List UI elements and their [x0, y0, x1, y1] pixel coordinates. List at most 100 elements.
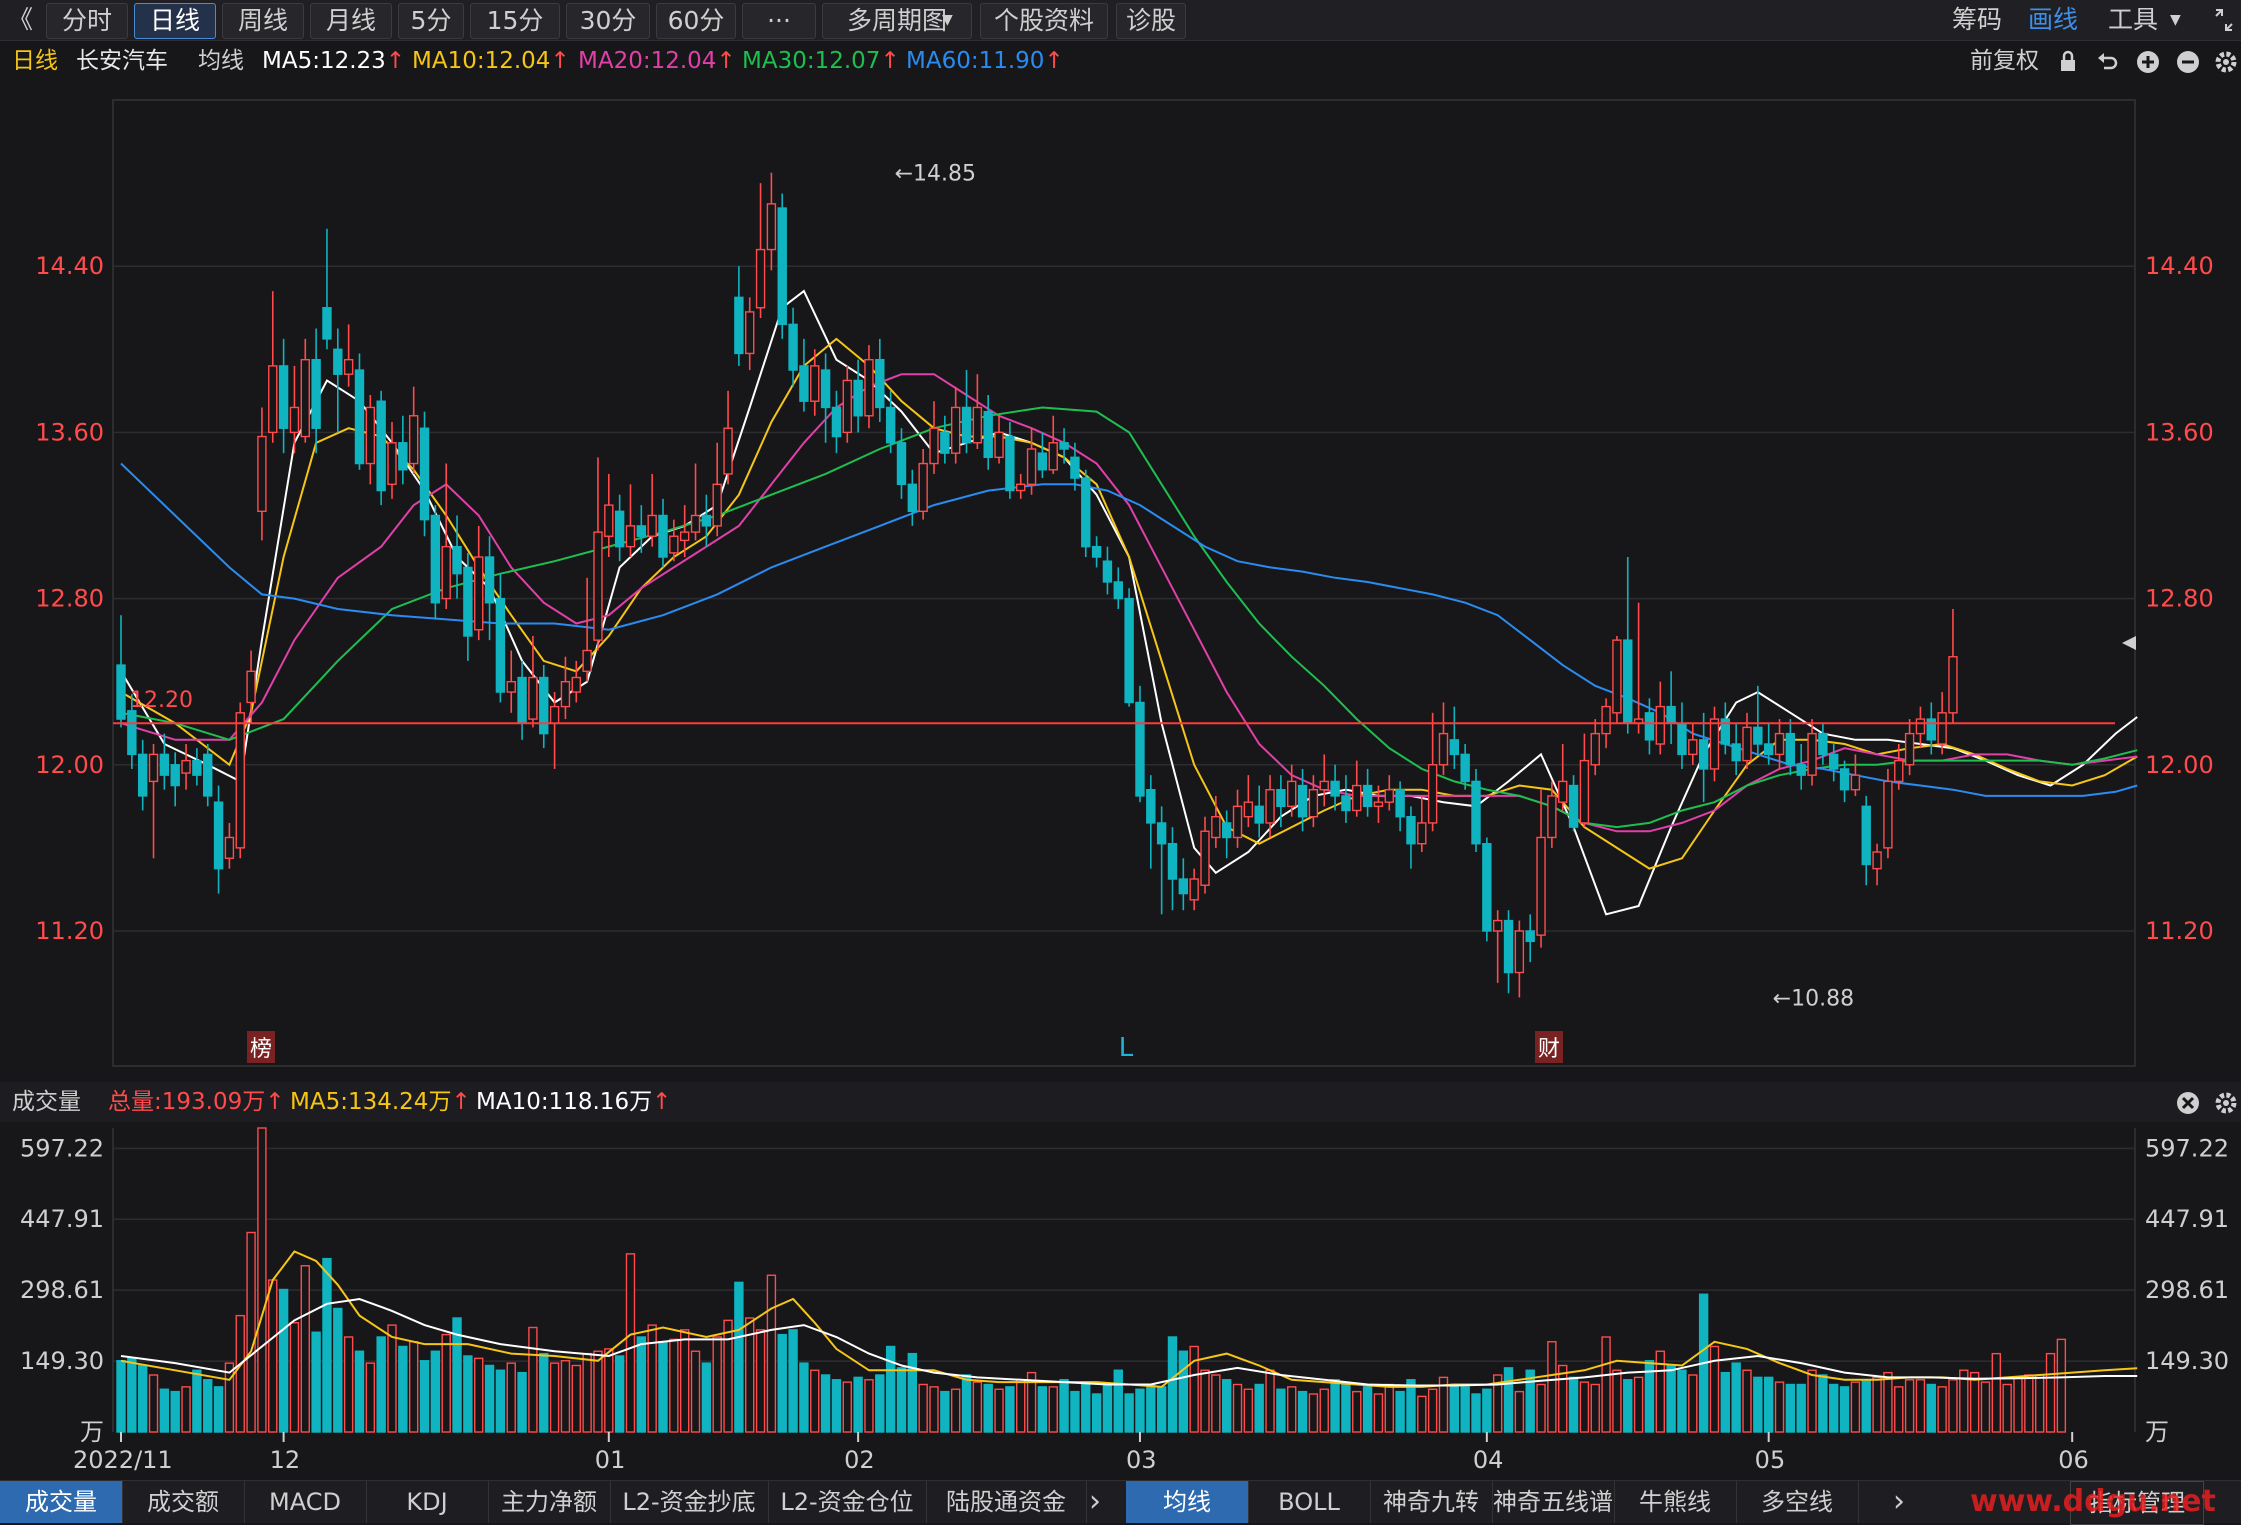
zoom-out-icon[interactable] [2176, 50, 2200, 74]
candle [148, 744, 159, 859]
candle [972, 374, 983, 450]
volume-bar [127, 1357, 137, 1433]
candle-body [1818, 732, 1828, 756]
indicator-tab-6[interactable]: L2-资金仓位 [768, 1481, 927, 1523]
toolbar-right-chip[interactable]: 筹码 [1952, 5, 2003, 34]
volume-bar [1969, 1371, 1980, 1433]
volume-bar [777, 1333, 787, 1433]
candle-body [224, 836, 235, 859]
volume-gear-icon[interactable] [2214, 1091, 2238, 1115]
candle-body [1362, 784, 1373, 808]
volume-bar [539, 1352, 549, 1433]
event-tag-cai-text: 财 [1538, 1037, 1560, 1062]
overlay-tab-1[interactable]: BOLL [1248, 1481, 1371, 1523]
toolbar-right-tools[interactable]: 工具 [2108, 5, 2159, 34]
collapse-icon[interactable] [2212, 6, 2236, 34]
tab-9[interactable]: 多周期图 [822, 3, 972, 39]
event-tag-l[interactable]: L [1119, 1033, 1134, 1063]
tab-7[interactable]: 60分 [656, 3, 736, 39]
volume-bar [820, 1374, 831, 1433]
adjust-mode[interactable]: 前复权 [1970, 48, 2039, 74]
close-icon[interactable] [2176, 1091, 2200, 1115]
volume-bar [1059, 1379, 1069, 1433]
candle [1655, 681, 1665, 755]
indicator-tabs: 成交量 成交额 MACD KDJ 主力净额 L2-资金抄底 L2-资金仓位 陆股通资金 › 均… [0, 1480, 2241, 1525]
candle-body [1026, 448, 1037, 486]
candle-body [235, 712, 245, 849]
lock-icon[interactable] [2058, 50, 2078, 74]
candle-body [1427, 764, 1438, 824]
volume-bar [1774, 1381, 1785, 1433]
event-tag-bang[interactable]: 榜 [247, 1031, 275, 1063]
candle-body [289, 406, 300, 434]
tab-6[interactable]: 30分 [566, 3, 650, 39]
candle [669, 519, 679, 562]
tab-5[interactable]: 15分 [470, 3, 560, 39]
candle [1948, 608, 1958, 724]
zoom-in-icon[interactable] [2136, 50, 2160, 74]
indicator-tab-2[interactable]: MACD [244, 1481, 367, 1523]
tab-0[interactable]: 分时 [46, 3, 128, 39]
volume-bar [1221, 1379, 1232, 1433]
candle-body [560, 680, 571, 708]
candle [224, 822, 235, 869]
event-tag-cai[interactable]: 财 [1535, 1031, 1563, 1063]
overlay-tab-5[interactable]: 多空线 [1736, 1481, 1859, 1523]
volume-chart[interactable]: 597.22 597.22 447.91 447.91 298.61 298.61 149.… [0, 1122, 2241, 1480]
more-right-icon[interactable]: › [1893, 1484, 1905, 1519]
back-icon[interactable]: 《 [8, 5, 34, 34]
toolbar-right-draw[interactable]: 画线 [2028, 5, 2079, 34]
volume-bar [1471, 1393, 1481, 1433]
overlay-tab-2[interactable]: 神奇九转 [1370, 1481, 1493, 1523]
candle-body [1644, 712, 1655, 741]
candle-body [213, 801, 224, 870]
overlay-tab-3[interactable]: 神奇五线谱 [1492, 1481, 1615, 1523]
chevron-down-icon[interactable]: ▼ [2170, 12, 2181, 28]
candle [289, 365, 300, 454]
tab-4[interactable]: 5分 [398, 3, 464, 39]
candle [408, 386, 419, 474]
volume-bar [484, 1364, 495, 1433]
candle-body [322, 307, 332, 340]
volume-bar [300, 1265, 310, 1433]
indicator-tab-5[interactable]: L2-资金抄底 [610, 1481, 769, 1523]
overlay-tab-0[interactable]: 均线 [1126, 1481, 1249, 1523]
candle [1633, 602, 1644, 734]
volume-bar [1048, 1386, 1058, 1433]
tab-3[interactable]: 月线 [310, 3, 392, 39]
volume-bar [701, 1362, 712, 1433]
tab-10[interactable]: 个股资料 [980, 3, 1108, 39]
candle-body [1558, 780, 1568, 803]
indicator-tab-4[interactable]: 主力净额 [488, 1481, 611, 1523]
candle-body [1460, 753, 1470, 783]
volume-bar [1438, 1376, 1449, 1433]
indicator-tab-1[interactable]: 成交额 [122, 1481, 245, 1523]
undo-icon[interactable] [2096, 50, 2120, 74]
candle-body [1525, 930, 1535, 943]
tab-2[interactable]: 周线 [222, 3, 304, 39]
candle-body [452, 545, 462, 575]
indicator-tab-7[interactable]: 陆股通资金 [926, 1481, 1087, 1523]
candle [1308, 775, 1319, 828]
tab-1[interactable]: 日线 [134, 3, 216, 39]
candle [506, 650, 516, 713]
ma5-value: MA5:12.23↑ [262, 48, 406, 74]
gear-icon[interactable] [2214, 50, 2238, 74]
candle-body [1948, 656, 1958, 714]
indicator-tab-0[interactable]: 成交量 [0, 1481, 123, 1523]
indicator-tab-3[interactable]: KDJ [366, 1481, 489, 1523]
y-tick-right: 13.60 [2145, 418, 2214, 446]
volume-bar [1102, 1383, 1113, 1433]
overlay-tab-4[interactable]: 牛熊线 [1614, 1481, 1737, 1523]
volume-bar [1167, 1336, 1178, 1433]
candle-body [1861, 805, 1871, 866]
candlestick-chart[interactable]: 14.40 14.40 13.60 13.60 12.80 12.80 12.00 12.00… [0, 82, 2241, 1082]
volume-bar [1406, 1379, 1416, 1433]
more-left-icon[interactable]: › [1089, 1484, 1101, 1519]
volume-title[interactable]: 成交量 [12, 1089, 81, 1115]
candle-body [1709, 718, 1720, 770]
ma-label[interactable]: 均线 [198, 48, 244, 74]
tab-11[interactable]: 诊股 [1116, 3, 1186, 39]
multi-period-dropdown-icon[interactable]: ▼ [942, 12, 953, 28]
tab-8[interactable]: ··· [742, 3, 816, 39]
